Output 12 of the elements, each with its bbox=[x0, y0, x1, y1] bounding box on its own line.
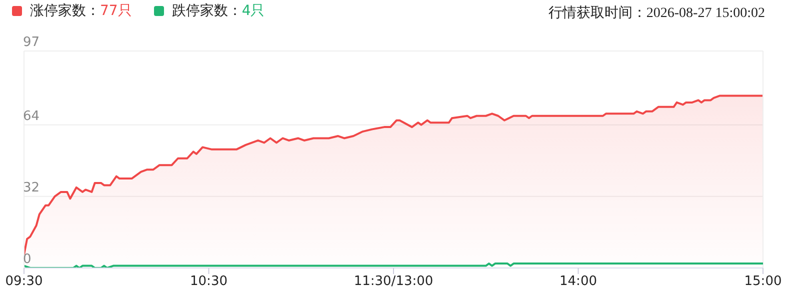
legend-label: 涨停家数：77只 bbox=[29, 2, 132, 20]
legend-label: 跌停家数：4只 bbox=[170, 2, 265, 20]
y-tick-label: 97 bbox=[23, 35, 40, 50]
x-tick-label: 15:00 bbox=[744, 274, 782, 290]
x-tick-label: 09:30 bbox=[5, 274, 43, 290]
x-tick-label: 10:30 bbox=[190, 274, 228, 290]
x-tick-label: 14:00 bbox=[560, 274, 597, 290]
y-tick-label: 32 bbox=[23, 180, 40, 196]
y-tick-label: 64 bbox=[23, 108, 40, 124]
text: 行情获取时间：2026-08-27 15:00:02 bbox=[548, 4, 765, 22]
y-tick-label: 0 bbox=[23, 252, 32, 267]
x-tick-label: 11:30/13:00 bbox=[354, 274, 434, 290]
